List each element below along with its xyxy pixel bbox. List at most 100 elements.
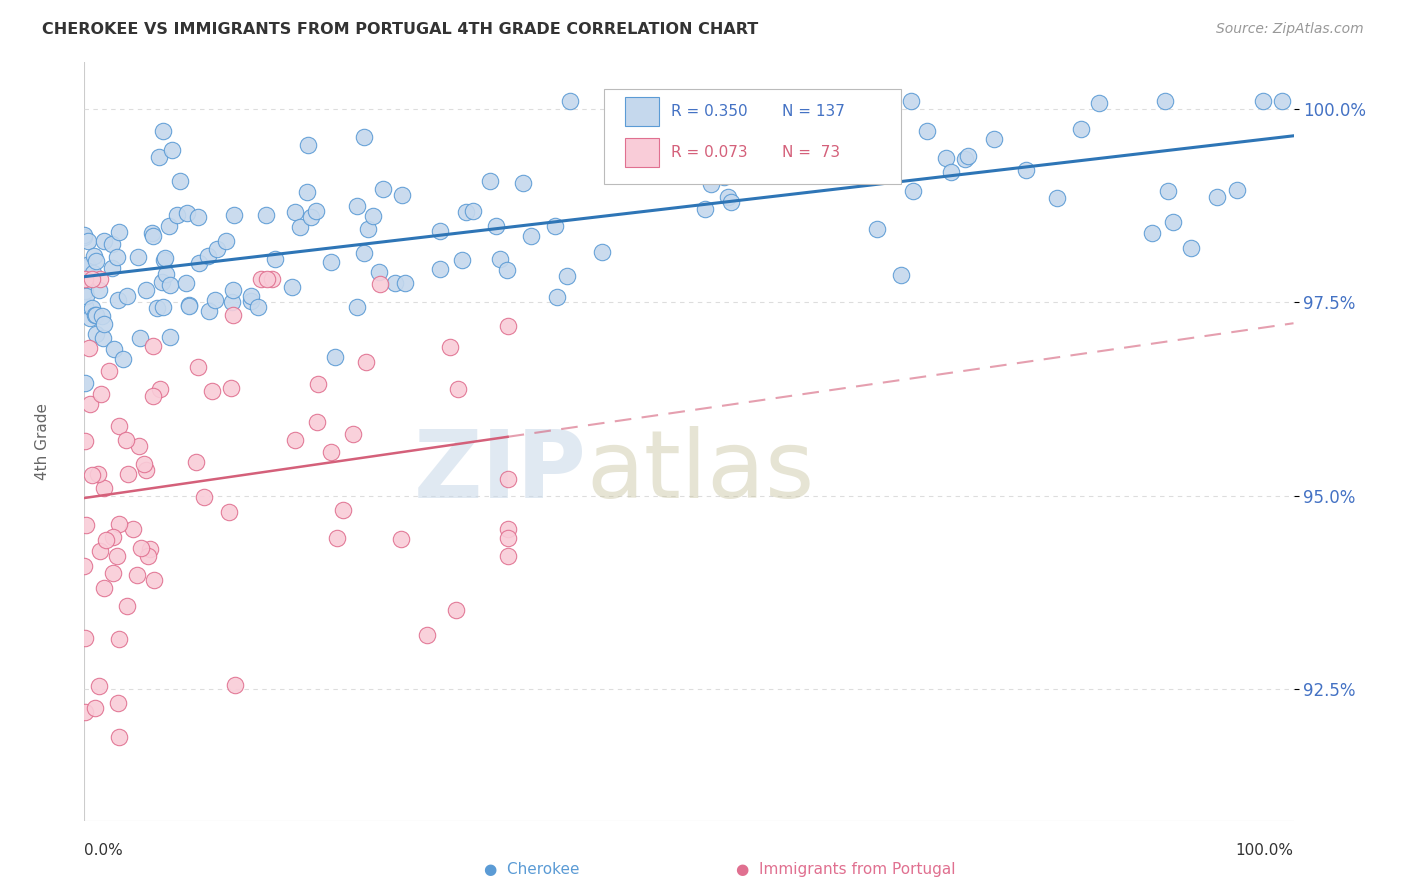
Point xyxy=(107,250,129,264)
Point xyxy=(713,170,735,185)
Point xyxy=(166,208,188,222)
Point xyxy=(693,202,716,216)
Point xyxy=(454,205,477,219)
Point xyxy=(115,289,138,303)
Point xyxy=(79,310,101,325)
Point xyxy=(80,468,103,483)
Point xyxy=(197,249,219,263)
Point xyxy=(193,490,215,504)
Text: ●  Cherokee: ● Cherokee xyxy=(484,863,579,878)
Point xyxy=(75,272,97,286)
Point xyxy=(239,293,262,308)
Point xyxy=(117,599,139,613)
Point xyxy=(650,134,672,148)
Point xyxy=(134,457,156,471)
Point xyxy=(496,472,519,486)
Point xyxy=(160,143,183,157)
Point xyxy=(429,223,451,237)
Point xyxy=(307,377,329,392)
Point xyxy=(544,219,567,233)
Point xyxy=(1070,122,1092,136)
Point xyxy=(496,262,519,277)
Point xyxy=(125,567,148,582)
Point xyxy=(127,250,149,264)
Point xyxy=(489,252,512,267)
Point xyxy=(215,234,238,248)
Point xyxy=(174,276,197,290)
Point xyxy=(429,262,451,277)
Point xyxy=(391,188,413,202)
Point xyxy=(939,164,962,178)
Point xyxy=(84,700,107,714)
Point xyxy=(157,219,180,234)
Point xyxy=(676,165,699,179)
Point xyxy=(75,289,97,303)
Point xyxy=(117,467,139,482)
Point xyxy=(87,679,110,693)
Point xyxy=(222,208,245,222)
Point xyxy=(389,532,412,546)
Point xyxy=(485,219,508,233)
Point xyxy=(79,397,101,411)
Point xyxy=(346,300,368,314)
Point xyxy=(305,415,328,429)
Point xyxy=(76,258,98,272)
Point xyxy=(112,351,135,366)
Point xyxy=(1154,94,1177,108)
Point xyxy=(254,207,277,221)
Point xyxy=(101,237,124,252)
Point xyxy=(76,260,98,274)
Point xyxy=(204,293,226,307)
Point xyxy=(75,705,97,719)
Point xyxy=(73,434,96,448)
Point xyxy=(155,267,177,281)
Point xyxy=(1015,163,1038,178)
Point xyxy=(953,152,976,166)
Point xyxy=(326,531,349,545)
Point xyxy=(91,309,114,323)
Point xyxy=(717,190,740,204)
Point xyxy=(75,631,97,645)
Point xyxy=(108,517,131,532)
Point xyxy=(496,549,519,564)
Point xyxy=(135,283,157,297)
Point xyxy=(1180,241,1202,255)
Point xyxy=(152,300,174,314)
Point xyxy=(188,256,211,270)
Point xyxy=(148,150,170,164)
Point xyxy=(177,298,200,312)
Point xyxy=(103,530,125,544)
Point xyxy=(149,382,172,396)
Point xyxy=(93,481,115,495)
Point xyxy=(346,199,368,213)
Point xyxy=(224,678,246,692)
Text: ZIP: ZIP xyxy=(413,425,586,518)
Point xyxy=(354,355,377,369)
Point xyxy=(496,531,519,545)
Point xyxy=(866,222,889,236)
Point xyxy=(107,549,129,564)
Point xyxy=(332,503,354,517)
Point xyxy=(93,581,115,595)
Text: 100.0%: 100.0% xyxy=(1236,844,1294,858)
Point xyxy=(141,227,163,241)
Point xyxy=(450,252,472,267)
Point xyxy=(103,566,125,581)
Point xyxy=(201,384,224,399)
Point xyxy=(76,234,98,248)
Text: R = 0.073: R = 0.073 xyxy=(671,145,748,160)
Point xyxy=(394,276,416,290)
Point xyxy=(84,308,107,322)
Point xyxy=(319,444,342,458)
Point xyxy=(93,317,115,331)
Point xyxy=(496,318,519,333)
Point xyxy=(284,205,307,219)
Point xyxy=(983,132,1005,146)
Text: N =  73: N = 73 xyxy=(782,145,841,160)
Point xyxy=(901,184,924,198)
Point xyxy=(129,541,152,556)
Point xyxy=(416,628,439,642)
Point xyxy=(299,211,322,225)
Point xyxy=(1161,214,1184,228)
Point xyxy=(295,185,318,199)
